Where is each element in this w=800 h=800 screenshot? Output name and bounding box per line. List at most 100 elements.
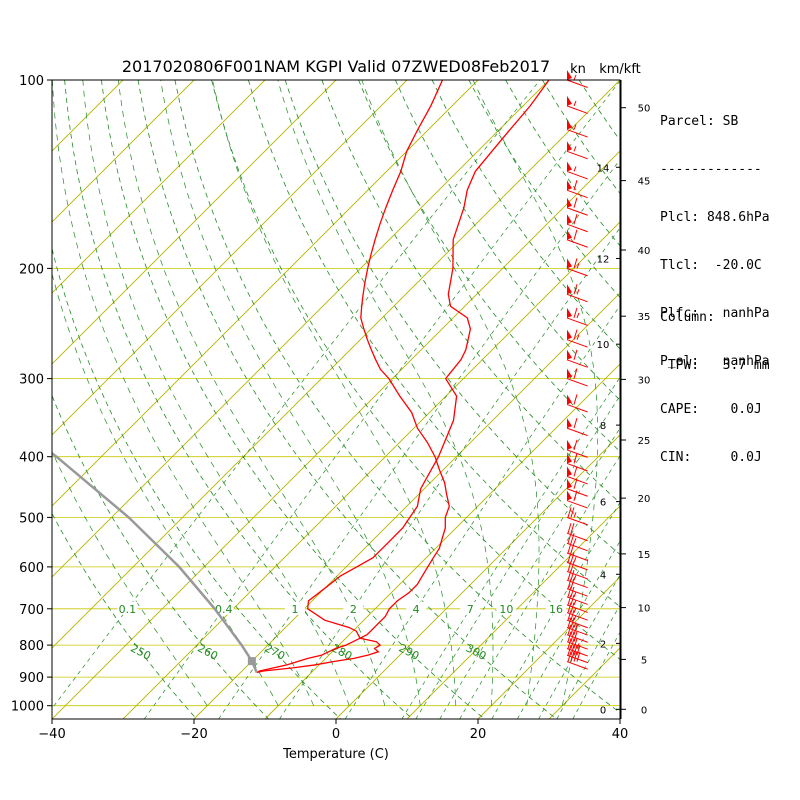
wind-barb-shaft bbox=[566, 129, 588, 138]
wind-barb bbox=[566, 561, 588, 580]
wind-barb bbox=[566, 307, 588, 326]
wind-barb-shaft bbox=[566, 588, 588, 597]
wind-barb-feather bbox=[573, 557, 577, 563]
wind-barb-feather bbox=[570, 542, 575, 554]
wind-barb-feather bbox=[576, 289, 580, 295]
moist-adiabat-line bbox=[52, 80, 315, 706]
profile-lines bbox=[52, 80, 550, 674]
moist-adiabat-line bbox=[212, 80, 457, 706]
wind-barb-feather bbox=[567, 624, 572, 635]
x-tick-label: 0 bbox=[332, 727, 340, 742]
moist-adiabat-line bbox=[361, 80, 540, 706]
wind-barb-feather bbox=[573, 624, 578, 635]
wind-barb-flag bbox=[567, 141, 572, 152]
wind-barb-feather bbox=[573, 258, 578, 269]
wind-barb-shaft bbox=[566, 648, 588, 657]
mixing-ratio-label: 16 bbox=[549, 603, 563, 616]
wind-barbs bbox=[566, 70, 588, 670]
wind-barb-feather bbox=[576, 312, 580, 319]
mixing-ratio-label-background bbox=[460, 601, 481, 615]
mixing-ratio-line bbox=[439, 427, 620, 719]
wind-barb-feather bbox=[570, 523, 575, 534]
wind-barb-feather bbox=[573, 417, 578, 429]
wind-barb bbox=[566, 542, 588, 561]
moist-adiabat-line bbox=[117, 80, 386, 706]
wind-barb-feather bbox=[567, 570, 572, 581]
mixing-ratio-line bbox=[538, 574, 620, 719]
dry-adiabat-line bbox=[52, 394, 269, 719]
height-km-label: 6 bbox=[600, 498, 606, 509]
wind-barb-feather bbox=[567, 594, 572, 606]
wind-barb-feather bbox=[567, 644, 572, 656]
mixing-ratio-line bbox=[491, 501, 620, 719]
wind-barb-shaft bbox=[566, 378, 588, 387]
wind-barb-feather bbox=[573, 124, 577, 130]
mixing-ratio-line bbox=[556, 604, 620, 719]
height-kft-label: 20 bbox=[638, 494, 651, 505]
wind-barb-shaft bbox=[566, 105, 588, 114]
wind-barb-shaft bbox=[566, 293, 588, 303]
wind-barb-feather bbox=[570, 561, 575, 572]
y-tick-label: 400 bbox=[19, 451, 44, 466]
wind-barb-flag bbox=[567, 368, 572, 379]
mixing-ratio-line bbox=[52, 80, 541, 709]
height-kft-label: 50 bbox=[638, 104, 651, 115]
column-info-line: Column: bbox=[660, 310, 715, 325]
mixing-ratio-line bbox=[218, 159, 620, 719]
wind-barb-feather bbox=[567, 507, 572, 518]
wind-barb-flag bbox=[567, 329, 572, 340]
isotherm-line bbox=[264, 363, 620, 719]
wind-barb-feather bbox=[570, 578, 575, 589]
wind-barb-feather bbox=[570, 586, 575, 598]
wind-barb-feather bbox=[573, 512, 577, 518]
wind-barb-shaft bbox=[566, 641, 588, 650]
isotherm-line bbox=[477, 576, 620, 719]
mixing-ratio-line bbox=[572, 631, 620, 719]
wind-barb-feather bbox=[567, 651, 572, 662]
wind-barb-shaft bbox=[566, 542, 588, 552]
wind-barb-flag bbox=[567, 229, 572, 240]
wind-barb bbox=[566, 417, 588, 437]
wind-barb-feather bbox=[573, 368, 578, 379]
height-kft-label: 25 bbox=[638, 436, 651, 447]
wind-barb-shaft bbox=[566, 317, 588, 326]
moist-adiabat-line bbox=[160, 80, 421, 706]
wind-barb-feather bbox=[573, 478, 578, 489]
wind-barb bbox=[566, 594, 588, 613]
wind-barb-feather bbox=[573, 631, 578, 642]
height-km-label: 10 bbox=[597, 340, 610, 351]
wind-barb-shaft bbox=[566, 449, 588, 458]
wind-barb-feather bbox=[573, 284, 578, 295]
wind-barb-shaft bbox=[566, 516, 588, 526]
wind-barb-shaft bbox=[566, 150, 588, 160]
wind-barb-feather bbox=[576, 334, 580, 340]
wind-barb-shaft bbox=[566, 532, 588, 542]
height-km-label: 0 bbox=[600, 705, 606, 716]
wind-barb bbox=[566, 95, 588, 114]
wind-barb-shaft bbox=[566, 239, 588, 248]
wind-barb-feather bbox=[567, 602, 572, 613]
wind-barb-shaft bbox=[566, 339, 588, 348]
isotherm-line bbox=[52, 80, 337, 365]
y-tick-label: 1000 bbox=[11, 700, 44, 715]
wind-barb-flag bbox=[567, 119, 572, 130]
height-km-label: 2 bbox=[600, 639, 606, 650]
dry-adiabat-line bbox=[284, 80, 620, 556]
isotherm-line bbox=[52, 80, 550, 578]
wind-barb-feather bbox=[573, 349, 578, 360]
height-km-label: 8 bbox=[600, 421, 606, 432]
wind-barb-shaft bbox=[566, 627, 588, 636]
wind-barb bbox=[566, 533, 588, 552]
mixing-ratio-label-background bbox=[496, 601, 517, 615]
wind-barb bbox=[566, 161, 588, 180]
wind-barb bbox=[566, 394, 588, 413]
wind-barb-shaft bbox=[566, 596, 588, 605]
wind-barb-feather bbox=[567, 523, 572, 534]
wind-barb-shaft bbox=[566, 604, 588, 613]
height-kft-label: 30 bbox=[638, 375, 651, 386]
wind-barb bbox=[566, 368, 588, 387]
wind-barb-shaft bbox=[566, 579, 588, 589]
isotherm-line bbox=[52, 80, 620, 649]
isotherm-line bbox=[52, 80, 195, 223]
lcl-marker bbox=[247, 657, 256, 666]
